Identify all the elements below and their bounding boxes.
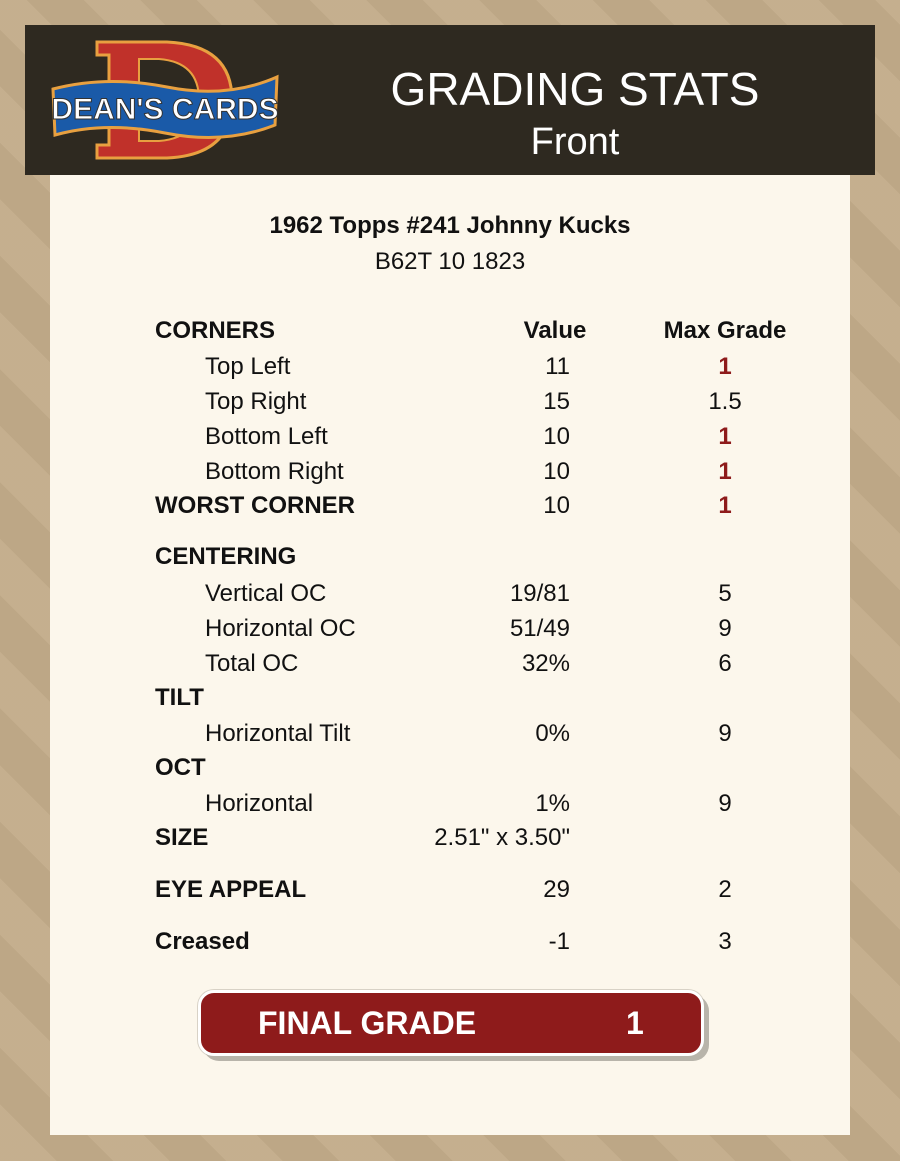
row-value: 32% — [521, 650, 570, 677]
row-label: Vertical OC — [205, 580, 327, 607]
stats-row: Top Left 11 1 — [0, 352, 900, 382]
row-value: 19/81 — [509, 580, 570, 607]
row-value: 0% — [535, 720, 570, 747]
page-subtitle: Front — [530, 121, 620, 163]
stats-row: SIZE 2.51" x 3.50" — [0, 823, 900, 853]
card-code: B62T 10 1823 — [374, 248, 526, 275]
row-max-grade: 9 — [718, 720, 732, 747]
stats-row: Bottom Left 10 1 — [0, 422, 900, 452]
row-value: 29 — [543, 876, 570, 903]
stats-row: Total OC 32% 6 — [0, 649, 900, 679]
row-label: Top Right — [205, 388, 307, 415]
final-grade-badge: FINAL GRADE 1 — [198, 990, 704, 1056]
stats-row: TILT — [0, 683, 900, 713]
row-label: Horizontal Tilt — [205, 720, 351, 747]
row-value: 11 — [545, 353, 570, 380]
row-value: 10 — [543, 458, 570, 485]
row-label: CORNERS — [155, 317, 276, 344]
row-max-grade: 6 — [718, 650, 732, 677]
stats-row: Horizontal OC 51/49 9 — [0, 614, 900, 644]
row-label: TILT — [155, 684, 204, 711]
stats-row: Bottom Right 10 1 — [0, 457, 900, 487]
stats-row: CORNERS Value Max Grade — [0, 316, 900, 346]
row-max-grade: 9 — [718, 615, 732, 642]
row-max-grade: 3 — [718, 928, 732, 955]
row-max-grade: 5 — [718, 580, 732, 607]
stats-row: EYE APPEAL 29 2 — [0, 875, 900, 905]
row-value: 10 — [543, 423, 570, 450]
row-label: Creased — [155, 928, 250, 955]
row-value: 2.51" x 3.50" — [434, 824, 570, 851]
row-value: 10 — [543, 492, 570, 519]
row-max-grade: 1 — [718, 353, 732, 380]
row-max-grade: 1.5 — [708, 388, 742, 415]
row-value: 15 — [543, 388, 570, 415]
row-label: Bottom Left — [205, 423, 328, 450]
deans-cards-logo: DEAN'S CARDS — [51, 40, 279, 160]
row-max-grade: 1 — [718, 458, 732, 485]
row-max-grade: 2 — [718, 876, 732, 903]
stats-row: WORST CORNER 10 1 — [0, 491, 900, 521]
stats-row: OCT — [0, 753, 900, 783]
row-label: Horizontal — [205, 790, 314, 817]
row-label: Total OC — [205, 650, 299, 677]
card-name: 1962 Topps #241 Johnny Kucks — [269, 212, 631, 239]
row-label: OCT — [155, 754, 206, 781]
stats-row: Top Right 15 1.5 — [0, 387, 900, 417]
logo-text: DEAN'S CARDS — [51, 93, 278, 126]
final-grade-label: FINAL GRADE — [258, 1005, 477, 1041]
row-value: 1% — [535, 790, 570, 817]
row-label: Top Left — [205, 353, 291, 380]
row-value: -1 — [548, 928, 570, 955]
final-grade-value: 1 — [626, 1005, 644, 1041]
stats-row: Creased -1 3 — [0, 927, 900, 957]
row-label: EYE APPEAL — [155, 876, 307, 903]
page-title: GRADING STATS — [390, 63, 760, 115]
header: DEAN'S CARDS GRADING STATS Front — [25, 25, 875, 175]
stats-row: Horizontal Tilt 0% 9 — [0, 719, 900, 749]
row-label: WORST CORNER — [155, 492, 355, 519]
row-value: 51/49 — [509, 615, 570, 642]
max-grade-column-header: Max Grade — [663, 317, 787, 344]
stats-row: Vertical OC 19/81 5 — [0, 579, 900, 609]
row-max-grade: 1 — [718, 492, 732, 519]
value-column-header: Value — [523, 317, 587, 344]
stats-panel — [50, 175, 850, 1135]
row-label: CENTERING — [155, 543, 297, 570]
row-max-grade: 1 — [718, 423, 732, 450]
row-max-grade: 9 — [718, 790, 732, 817]
row-label: SIZE — [155, 824, 209, 851]
row-label: Horizontal OC — [205, 615, 356, 642]
row-label: Bottom Right — [205, 458, 344, 485]
stats-row: CENTERING — [0, 542, 900, 572]
stats-row: Horizontal 1% 9 — [0, 789, 900, 819]
